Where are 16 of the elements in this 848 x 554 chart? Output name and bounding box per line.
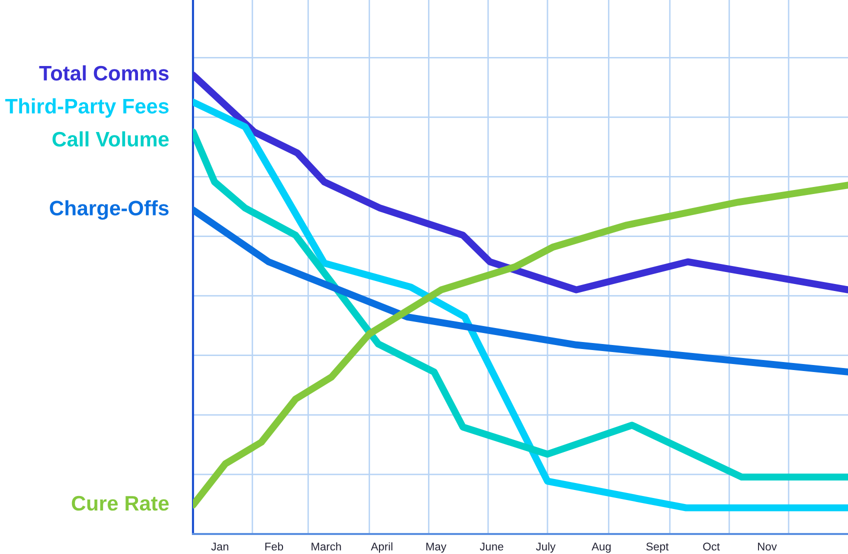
x-tick-label: April bbox=[370, 542, 392, 553]
x-tick-label: May bbox=[426, 542, 446, 553]
x-tick-label: March bbox=[312, 542, 341, 550]
x-tick-label: June bbox=[480, 542, 504, 550]
x-tick-label: Jan bbox=[211, 542, 228, 550]
x-tick-label: Oct bbox=[703, 542, 720, 550]
x-tick-label: Sept bbox=[646, 542, 669, 553]
x-tick-label: Nov bbox=[758, 542, 777, 550]
series-label: Cure Rate bbox=[72, 496, 169, 511]
series-label: Total Comms bbox=[39, 65, 169, 81]
x-tick-label: July bbox=[536, 542, 556, 553]
series-label: Call Volume bbox=[52, 131, 169, 147]
x-tick-label: Feb bbox=[265, 542, 284, 550]
series-label: Charge-Offs bbox=[50, 200, 169, 220]
x-tick-label: Aug bbox=[592, 542, 611, 553]
series-label: Third-Party Fees bbox=[5, 98, 169, 118]
